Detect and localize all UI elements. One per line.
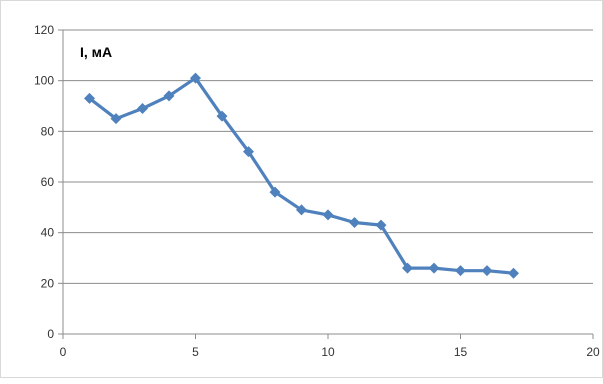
x-tick-label-10: 10 bbox=[321, 345, 335, 359]
y-tick-label-120: 120 bbox=[34, 23, 54, 37]
data-point-8 bbox=[269, 186, 281, 198]
y-tick-label-0: 0 bbox=[47, 327, 54, 341]
data-point-6 bbox=[216, 110, 228, 122]
x-tick-label-15: 15 bbox=[454, 345, 468, 359]
data-point-15 bbox=[455, 265, 466, 277]
data-point-12 bbox=[375, 219, 387, 231]
x-tick-label-0: 0 bbox=[60, 345, 67, 359]
axes bbox=[58, 29, 594, 339]
data-point-16 bbox=[481, 265, 493, 277]
gridlines bbox=[63, 29, 593, 284]
x-tick-label-5: 5 bbox=[192, 345, 199, 359]
y-tick-label-40: 40 bbox=[41, 226, 55, 240]
series-current bbox=[84, 72, 519, 279]
data-point-13 bbox=[402, 262, 413, 274]
y-tick-label-80: 80 bbox=[41, 124, 55, 138]
series-line-0 bbox=[87, 76, 516, 275]
y-tick-label-20: 20 bbox=[41, 276, 55, 290]
data-point-9 bbox=[296, 204, 307, 216]
data-point-11 bbox=[349, 217, 360, 229]
data-point-5 bbox=[190, 72, 201, 84]
data-point-10 bbox=[322, 209, 334, 221]
data-point-2 bbox=[110, 113, 122, 125]
data-point-1 bbox=[84, 92, 95, 104]
y-tick-label-100: 100 bbox=[34, 74, 54, 88]
data-point-17 bbox=[508, 267, 519, 279]
data-point-7 bbox=[243, 146, 254, 158]
data-point-4 bbox=[163, 90, 175, 102]
y-tick-labels: 0 20 40 60 80 100 120 bbox=[34, 23, 54, 341]
y-tick-label-60: 60 bbox=[41, 175, 55, 189]
data-point-14 bbox=[428, 262, 440, 274]
data-point-3 bbox=[137, 103, 148, 115]
x-tick-label-20: 20 bbox=[586, 345, 600, 359]
y-axis-label: I, мА bbox=[80, 44, 112, 60]
x-tick-labels: 0 5 10 15 20 bbox=[60, 345, 600, 359]
